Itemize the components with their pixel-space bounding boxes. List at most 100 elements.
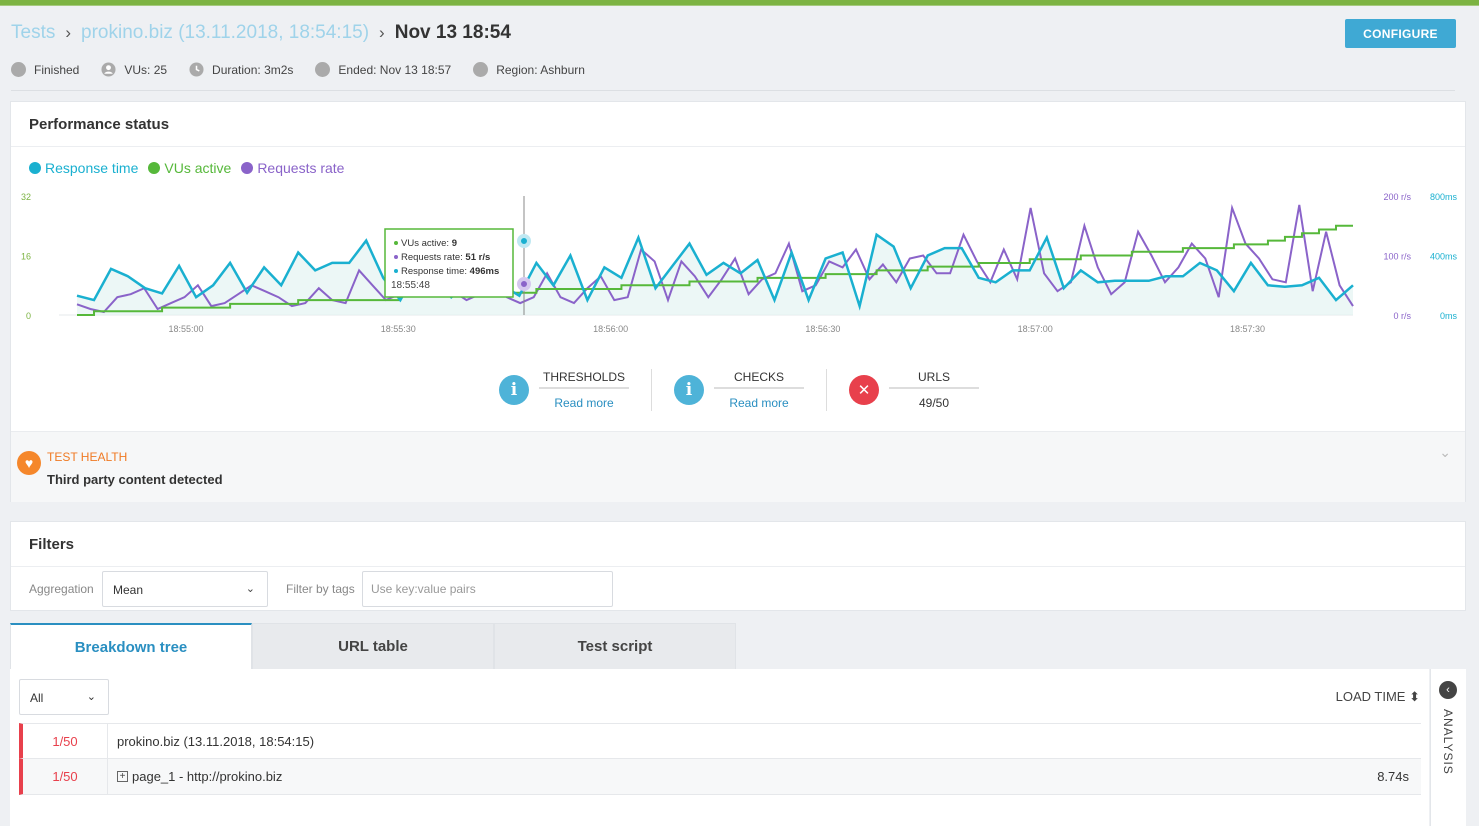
performance-panel: Performance status Response time VUs act… bbox=[10, 101, 1466, 502]
breadcrumb-test-link[interactable]: prokino.biz (13.11.2018, 18:54:15) bbox=[81, 22, 370, 43]
aggregation-value: Mean bbox=[113, 583, 144, 597]
tree-row[interactable]: 1/50 prokino.biz (13.11.2018, 18:54:15) bbox=[19, 723, 1421, 759]
chevron-down-icon: ⌄ bbox=[86, 691, 96, 703]
y-right-time-tick-label: 400ms bbox=[1430, 252, 1458, 262]
x-tick-label: 18:57:00 bbox=[1018, 324, 1053, 334]
tooltip-dot-icon bbox=[394, 241, 398, 245]
tooltip-line: Response time: 496ms bbox=[401, 266, 499, 277]
urls-label: URLS bbox=[889, 370, 979, 389]
tags-input[interactable] bbox=[362, 571, 613, 607]
tab-test-script[interactable]: Test script bbox=[494, 623, 736, 670]
chevron-down-icon[interactable]: ⌄ bbox=[1439, 444, 1451, 460]
x-tick-label: 18:56:30 bbox=[805, 324, 840, 334]
x-tick-label: 18:55:30 bbox=[381, 324, 416, 334]
legend-vus-active[interactable]: VUs active bbox=[148, 160, 231, 176]
region-text: Region: Ashburn bbox=[496, 62, 585, 77]
checks-label: CHECKS bbox=[714, 370, 804, 389]
tooltip-dot-icon bbox=[394, 255, 398, 259]
legend-dot-icon bbox=[29, 162, 41, 174]
tree-filter-select[interactable]: All ⌄ bbox=[19, 679, 109, 715]
duration-meta: Duration: 3m2s bbox=[189, 62, 293, 77]
user-icon bbox=[101, 62, 116, 77]
ended-text: Ended: Nov 13 18:57 bbox=[338, 62, 452, 77]
divider bbox=[11, 90, 1455, 91]
row-name: page_1 - http://prokino.biz bbox=[132, 769, 283, 784]
breakdown-tree-panel: All ⌄ LOAD TIME ⬍ 1/50 prokino.biz (13.1… bbox=[10, 669, 1429, 826]
y-right-time-tick-label: 0ms bbox=[1440, 311, 1458, 321]
divider bbox=[826, 369, 827, 411]
legend-response-time[interactable]: Response time bbox=[29, 160, 138, 176]
y-left-tick-label: 0 bbox=[26, 311, 31, 321]
row-time: 8.74s bbox=[1377, 769, 1409, 784]
filters-title: Filters bbox=[29, 536, 75, 553]
health-label: TEST HEALTH bbox=[47, 450, 128, 464]
vus-active-line bbox=[77, 224, 1353, 316]
thresholds-read-more-link[interactable]: Read more bbox=[554, 396, 614, 410]
tree-row[interactable]: 1/50 + page_1 - http://prokino.biz 8.74s bbox=[19, 759, 1421, 795]
aggregation-select[interactable]: Mean ⌄ bbox=[102, 571, 268, 607]
status-summary: i THRESHOLDS Read more i CHECKS Read mor… bbox=[499, 368, 979, 412]
ended-dot-icon bbox=[315, 62, 331, 77]
vus-text: VUs: 25 bbox=[124, 62, 168, 77]
row-name-cell: + page_1 - http://prokino.biz bbox=[108, 769, 1377, 784]
status-dot-icon bbox=[11, 62, 26, 77]
info-icon: i bbox=[499, 375, 529, 405]
clock-icon bbox=[189, 62, 204, 77]
test-health-section[interactable]: ♥ TEST HEALTH Third party content detect… bbox=[11, 431, 1465, 502]
urls-status[interactable]: ✕ URLS 49/50 bbox=[849, 368, 979, 412]
tree-filter-value: All bbox=[30, 691, 44, 705]
chevron-down-icon: ⌄ bbox=[245, 583, 255, 595]
duration-text: Duration: 3m2s bbox=[212, 62, 294, 77]
performance-chart[interactable]: 32 16 0 200 r/s 100 r/s 0 r/s 800ms 400ms 0ms 18:… bbox=[11, 186, 1467, 346]
urls-value: 49/50 bbox=[918, 396, 950, 410]
thresholds-status[interactable]: i THRESHOLDS Read more bbox=[499, 368, 629, 412]
breadcrumb-tests-link[interactable]: Tests bbox=[11, 22, 56, 43]
y-left-tick-label: 32 bbox=[21, 192, 31, 202]
x-tick-label: 18:56:00 bbox=[593, 324, 628, 334]
chevron-left-icon[interactable]: ‹ bbox=[1439, 681, 1457, 699]
tab-bar: Breakdown tree URL table Test script bbox=[10, 623, 736, 670]
expand-plus-icon[interactable]: + bbox=[117, 771, 128, 782]
tooltip-time: 18:55:48 bbox=[391, 280, 430, 291]
x-tick-label: 18:55:00 bbox=[168, 324, 203, 334]
analysis-label: ANALYSIS bbox=[1441, 709, 1455, 775]
tab-url-table[interactable]: URL table bbox=[252, 623, 494, 670]
test-meta-row: Finished VUs: 25 Duration: 3m2s Ended: N… bbox=[11, 62, 607, 77]
tooltip-line: VUs active: 9 bbox=[401, 238, 457, 249]
filters-panel: Filters Aggregation Mean ⌄ Filter by tag… bbox=[10, 521, 1466, 611]
legend-requests-rate[interactable]: Requests rate bbox=[241, 160, 344, 176]
response-time-marker bbox=[517, 234, 531, 248]
chart-legend: Response time VUs active Requests rate bbox=[29, 160, 354, 176]
row-name: prokino.biz (13.11.2018, 18:54:15) bbox=[117, 733, 315, 749]
legend-label: Requests rate bbox=[257, 160, 345, 176]
health-text: Third party content detected bbox=[47, 472, 223, 487]
checks-status[interactable]: i CHECKS Read more bbox=[674, 368, 804, 412]
x-tick-label: 18:57:30 bbox=[1230, 324, 1265, 334]
legend-dot-icon bbox=[148, 162, 161, 174]
divider bbox=[11, 146, 1465, 147]
heart-icon: ♥ bbox=[17, 451, 41, 475]
analysis-sidebar[interactable]: ‹ ANALYSIS bbox=[1430, 669, 1466, 826]
page-title: Nov 13 18:54 bbox=[394, 22, 511, 43]
region-meta: Region: Ashburn bbox=[473, 62, 585, 77]
tags-label: Filter by tags bbox=[286, 582, 355, 596]
tooltip-line: Requests rate: 51 r/s bbox=[401, 252, 490, 263]
status-meta: Finished bbox=[11, 62, 79, 77]
legend-label: Response time bbox=[45, 160, 139, 176]
aggregation-label: Aggregation bbox=[29, 582, 94, 596]
checks-read-more-link[interactable]: Read more bbox=[729, 396, 789, 410]
y-left-tick-label: 16 bbox=[21, 252, 31, 262]
y-right-rate-tick-label: 0 r/s bbox=[1393, 311, 1411, 321]
y-right-rate-tick-label: 100 r/s bbox=[1383, 252, 1411, 262]
breadcrumb: Tests › prokino.biz (13.11.2018, 18:54:1… bbox=[11, 22, 511, 44]
chevron-right-icon: › bbox=[379, 23, 385, 42]
tooltip-dot-icon bbox=[394, 269, 398, 273]
divider bbox=[651, 369, 652, 411]
y-right-time-tick-label: 800ms bbox=[1430, 192, 1458, 202]
configure-button[interactable]: CONFIGURE bbox=[1345, 19, 1456, 48]
load-time-sort[interactable]: LOAD TIME ⬍ bbox=[1336, 689, 1420, 705]
top-accent-bar bbox=[0, 0, 1479, 6]
tab-breakdown-tree[interactable]: Breakdown tree bbox=[10, 623, 252, 670]
requests-rate-marker bbox=[517, 277, 531, 291]
row-ratio: 1/50 bbox=[23, 759, 108, 794]
